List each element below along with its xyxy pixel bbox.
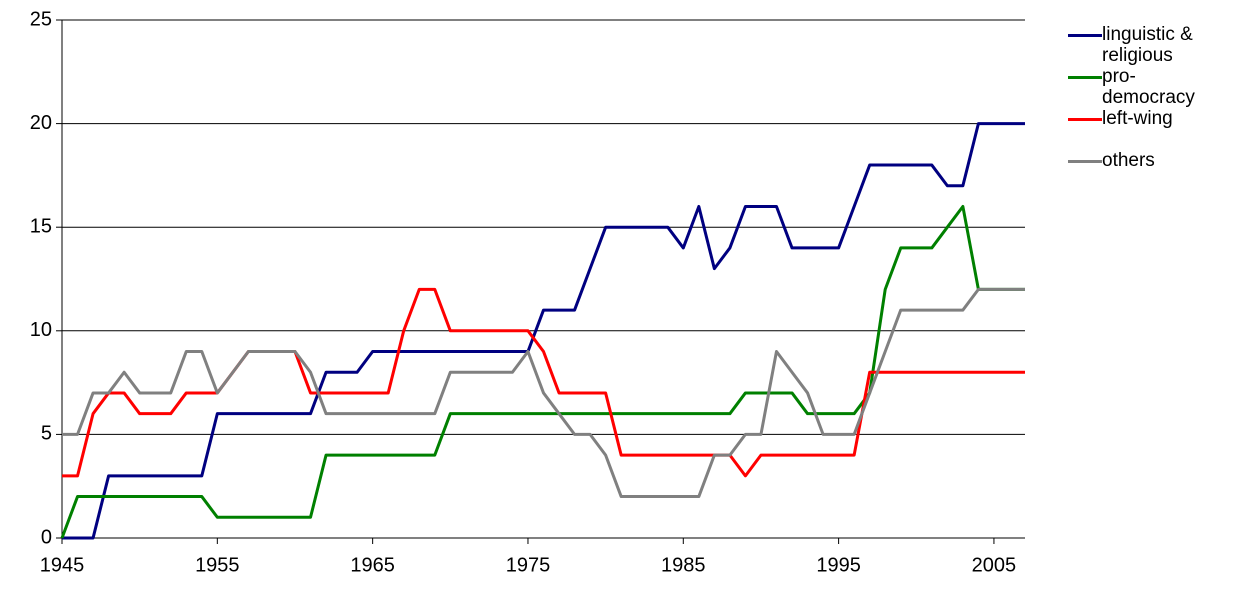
y-tick-label: 20 [30,112,52,134]
legend-swatch [1068,34,1102,37]
legend-label: pro-democracy [1102,66,1195,108]
legend: linguistic & religious pro-democracy left-… [1068,24,1228,171]
x-tick-label: 1945 [40,554,85,576]
x-tick-label: 2005 [972,554,1017,576]
x-tick-label: 1985 [661,554,706,576]
x-tick-label: 1955 [195,554,240,576]
legend-item: pro-democracy [1068,66,1228,108]
y-tick-label: 15 [30,215,52,237]
y-tick-label: 10 [30,319,52,341]
legend-label: left-wing [1102,108,1173,129]
series-line [62,122,1025,540]
y-tick-label: 0 [41,526,52,548]
legend-item: others [1068,150,1228,171]
legend-swatch [1068,118,1102,121]
series-line [62,287,1025,499]
x-tick-label: 1975 [506,554,551,576]
y-tick-label: 5 [41,423,52,445]
x-tick-label: 1965 [350,554,395,576]
y-tick-label: 25 [30,8,52,30]
legend-item: left-wing [1068,108,1228,129]
legend-item: linguistic & religious [1068,24,1228,66]
x-tick-label: 1995 [816,554,861,576]
legend-label: others [1102,150,1155,171]
legend-label: linguistic & religious [1102,24,1193,66]
legend-swatch [1068,160,1102,163]
legend-swatch [1068,76,1102,79]
